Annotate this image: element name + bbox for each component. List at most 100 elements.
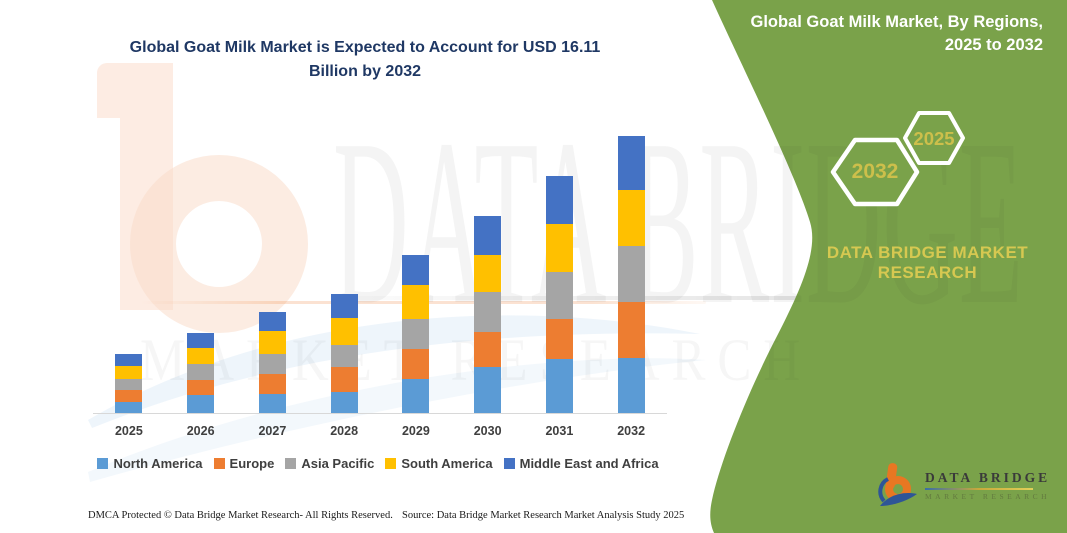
bar-stack-2032: [617, 136, 645, 413]
bar-segment: [258, 353, 286, 374]
chart-legend: North America Europe Asia Pacific South Ame…: [88, 456, 668, 471]
legend-swatch: [385, 458, 397, 469]
bar-segment: [402, 255, 430, 285]
bar-stack-2027: [258, 312, 286, 413]
databridge-logo: DATA BRIDGE MARKET RESEARCH: [878, 461, 1050, 509]
bar-column-2032: [595, 133, 667, 413]
databridge-logo-sub: MARKET RESEARCH: [925, 492, 1051, 501]
x-tick-label: 2031: [545, 424, 574, 438]
bar-segment: [474, 292, 502, 333]
bar-column-2028: [308, 133, 380, 413]
legend-swatch: [285, 458, 297, 469]
chart-title-line1: Global Goat Milk Market is Expected to A…: [129, 39, 601, 56]
bar-segment: [474, 367, 502, 413]
bar-stack-2031: [545, 176, 573, 413]
bar-segment: [115, 354, 143, 366]
side-panel-title: Global Goat Milk Market, By Regions, 202…: [751, 11, 1043, 57]
bar-column-2029: [380, 133, 452, 413]
bar-segment: [330, 367, 358, 393]
bar-segment: [402, 379, 430, 413]
legend-item: South America: [385, 456, 493, 471]
hexagon-2032-label: 2032: [851, 160, 899, 183]
bar-segment: [187, 379, 215, 395]
bar-segment: [330, 392, 358, 413]
bar-stack-2025: [115, 354, 143, 413]
bar-segment: [115, 365, 143, 380]
bar-segment: [617, 245, 645, 303]
bar-segment: [545, 223, 573, 272]
chart-title-line2: Billion by 2032: [308, 63, 422, 80]
bar-column-2030: [452, 133, 524, 413]
watermark-underline: [340, 296, 808, 300]
bar-segment: [617, 136, 645, 191]
x-tick-label: 2030: [473, 424, 502, 438]
bar-segment: [617, 190, 645, 246]
bar-segment: [258, 373, 286, 394]
bar-segment: [258, 393, 286, 413]
bar-chart-plot-area: [93, 133, 667, 413]
bar-column-2027: [237, 133, 309, 413]
bar-column-2025: [93, 133, 165, 413]
bar-segment: [115, 389, 143, 403]
legend-label: South America: [401, 456, 493, 471]
source-note: Source: Data Bridge Market Research Mark…: [402, 510, 685, 521]
bar-stack-2030: [474, 215, 502, 413]
bar-segment: [258, 312, 286, 332]
bar-stack-2029: [402, 255, 430, 413]
bar-segment: [402, 284, 430, 319]
x-axis-labels: 2025 2026 2027 2028 2029 2030 2031 2032: [93, 424, 667, 438]
bar-segment: [617, 357, 645, 413]
side-panel-title-line2: 2025 to 2032: [944, 36, 1043, 54]
bar-segment: [115, 402, 143, 413]
bar-segment: [187, 364, 215, 380]
side-panel-brand-line2: RESEARCH: [877, 263, 978, 282]
legend-label: Middle East and Africa: [519, 456, 659, 471]
legend-swatch: [97, 458, 109, 469]
legend-label: North America: [113, 456, 203, 471]
bar-segment: [330, 293, 358, 318]
bar-segment: [545, 271, 573, 320]
dmca-note: DMCA Protected © Data Bridge Market Rese…: [88, 510, 393, 521]
hexagon-2025: [903, 111, 965, 165]
x-tick-label: 2026: [186, 424, 215, 438]
bar-segment: [474, 215, 502, 255]
bar-segment: [617, 302, 645, 358]
side-panel-brand-line1: DATA BRIDGE MARKET: [826, 243, 1029, 262]
legend-item: Europe: [213, 456, 275, 471]
bar-segment: [187, 333, 215, 349]
bar-segment: [474, 254, 502, 293]
databridge-logo-divider: [925, 488, 1033, 490]
bar-column-2031: [524, 133, 596, 413]
bar-stack-2026: [187, 333, 215, 413]
x-tick-label: 2025: [114, 424, 143, 438]
watermark-text-marketresearch: MARKET RESEARCH: [140, 330, 812, 390]
bar-segment: [545, 359, 573, 413]
bar-segment: [545, 176, 573, 224]
legend-label: Europe: [229, 456, 275, 471]
legend-swatch: [503, 458, 515, 469]
legend-item: Asia Pacific: [285, 456, 374, 471]
bar-segment: [402, 319, 430, 349]
chart-title: Global Goat Milk Market is Expected to A…: [85, 36, 645, 84]
hexagon-2025-label: 2025: [913, 128, 955, 149]
x-axis-line: [93, 413, 667, 414]
bar-segment: [330, 345, 358, 368]
legend-label: Asia Pacific: [301, 456, 375, 471]
bar-segment: [187, 348, 215, 365]
x-tick-label: 2032: [617, 424, 646, 438]
bar-segment: [258, 331, 286, 354]
x-tick-label: 2027: [258, 424, 287, 438]
databridge-logo-text: DATA BRIDGE MARKET RESEARCH: [925, 470, 1050, 501]
x-tick-label: 2029: [401, 424, 430, 438]
side-panel-brand: DATA BRIDGE MARKET RESEARCH: [800, 243, 1055, 283]
bar-segment: [115, 379, 143, 390]
bar-segment: [545, 319, 573, 360]
databridge-logo-name: DATA BRIDGE: [925, 470, 1051, 485]
bar-column-2026: [165, 133, 237, 413]
hexagon-2032: [830, 137, 920, 207]
x-tick-label: 2028: [330, 424, 359, 438]
databridge-logo-icon: [878, 463, 917, 506]
side-panel-title-line1: Global Goat Milk Market, By Regions,: [750, 13, 1043, 31]
